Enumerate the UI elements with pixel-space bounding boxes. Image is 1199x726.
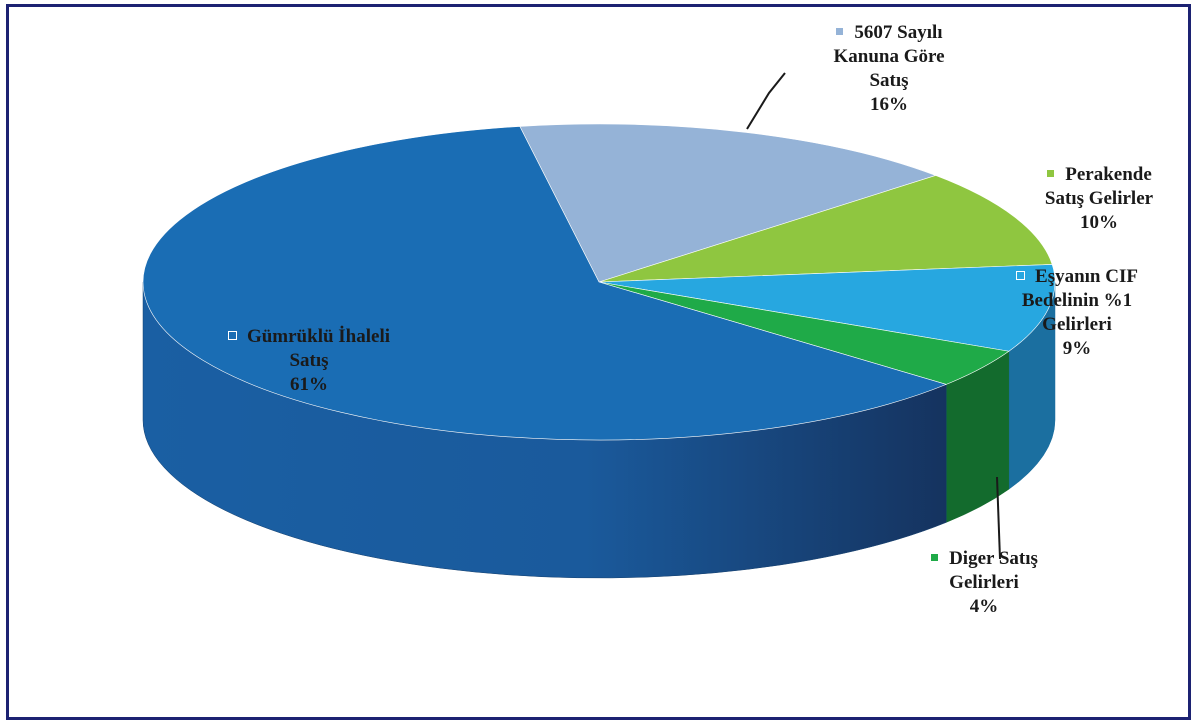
legend-marker-icon bbox=[1046, 169, 1056, 178]
slice-label-esyanin-cif-bedelinin-gelirleri: Eşyanın CIF Bedelinin %1 Gelirleri 9% bbox=[977, 265, 1177, 361]
leader-line-diger bbox=[996, 476, 1001, 560]
slice-label-line: Eşyanın CIF bbox=[977, 265, 1177, 289]
slice-label-text: Diger Satış bbox=[949, 548, 1038, 569]
slice-label-text: Gümrüklü İhaleli bbox=[246, 326, 391, 347]
slice-5607-sayili-kanuna-gore-satis bbox=[519, 123, 937, 283]
slice-label-text: Perakende bbox=[1065, 164, 1152, 185]
slice-percentage: 16% bbox=[870, 94, 908, 115]
slice-label-gumruklu-ihaleli-satis: Gümrüklü İhaleli Satış 61% bbox=[174, 325, 444, 397]
slice-label-line: Satış bbox=[289, 350, 329, 371]
slice-label-line: Bedelinin %1 bbox=[1021, 290, 1133, 311]
legend-marker-icon bbox=[1016, 271, 1026, 280]
slice-percentage: 61% bbox=[290, 374, 328, 395]
slice-perakende-satis-gelirler bbox=[598, 175, 1053, 283]
chart-frame: Gümrüklü İhaleli Satış 61% 5607 Sayılı K… bbox=[6, 4, 1191, 720]
slice-label-line: 5607 Sayılı bbox=[769, 21, 1009, 45]
slice-label-line: Perakende bbox=[994, 163, 1199, 187]
legend-marker-icon bbox=[930, 553, 940, 562]
slice-label-line: Satış Gelirler bbox=[1044, 188, 1154, 209]
slice-percentage: 10% bbox=[1080, 212, 1118, 233]
slice-label-5607-sayili-kanuna-gore-satis: 5607 Sayılı Kanuna Göre Satış 16% bbox=[769, 21, 1009, 117]
slice-label-line: Gümrüklü İhaleli bbox=[174, 325, 444, 349]
slice-label-line: Satış bbox=[869, 70, 909, 91]
slice-label-text: 5607 Sayılı bbox=[854, 22, 943, 43]
pie-chart bbox=[142, 72, 1056, 579]
leader-line-5607 bbox=[746, 72, 786, 130]
slice-label-perakende-satis-gelirler: Perakende Satış Gelirler 10% bbox=[994, 163, 1199, 235]
legend-marker-icon bbox=[227, 331, 237, 340]
slice-label-text: Eşyanın CIF bbox=[1035, 266, 1138, 287]
legend-marker-icon bbox=[835, 27, 845, 36]
slice-esyanin-cif-bedelinin-gelirleri bbox=[598, 264, 1056, 352]
slice-label-line: Gelirleri bbox=[1042, 314, 1112, 335]
slice-label-line: Kanuna Göre bbox=[833, 46, 945, 67]
slice-label-line: Diger Satış bbox=[889, 547, 1079, 571]
slice-label-diger-satis-gelirleri: Diger Satış Gelirleri 4% bbox=[889, 547, 1079, 619]
slice-percentage: 9% bbox=[1062, 338, 1092, 359]
slice-percentage: 4% bbox=[969, 596, 999, 617]
slice-gumruklu-ihaleli-satis bbox=[142, 126, 948, 441]
slice-label-line: Gelirleri bbox=[949, 572, 1019, 593]
